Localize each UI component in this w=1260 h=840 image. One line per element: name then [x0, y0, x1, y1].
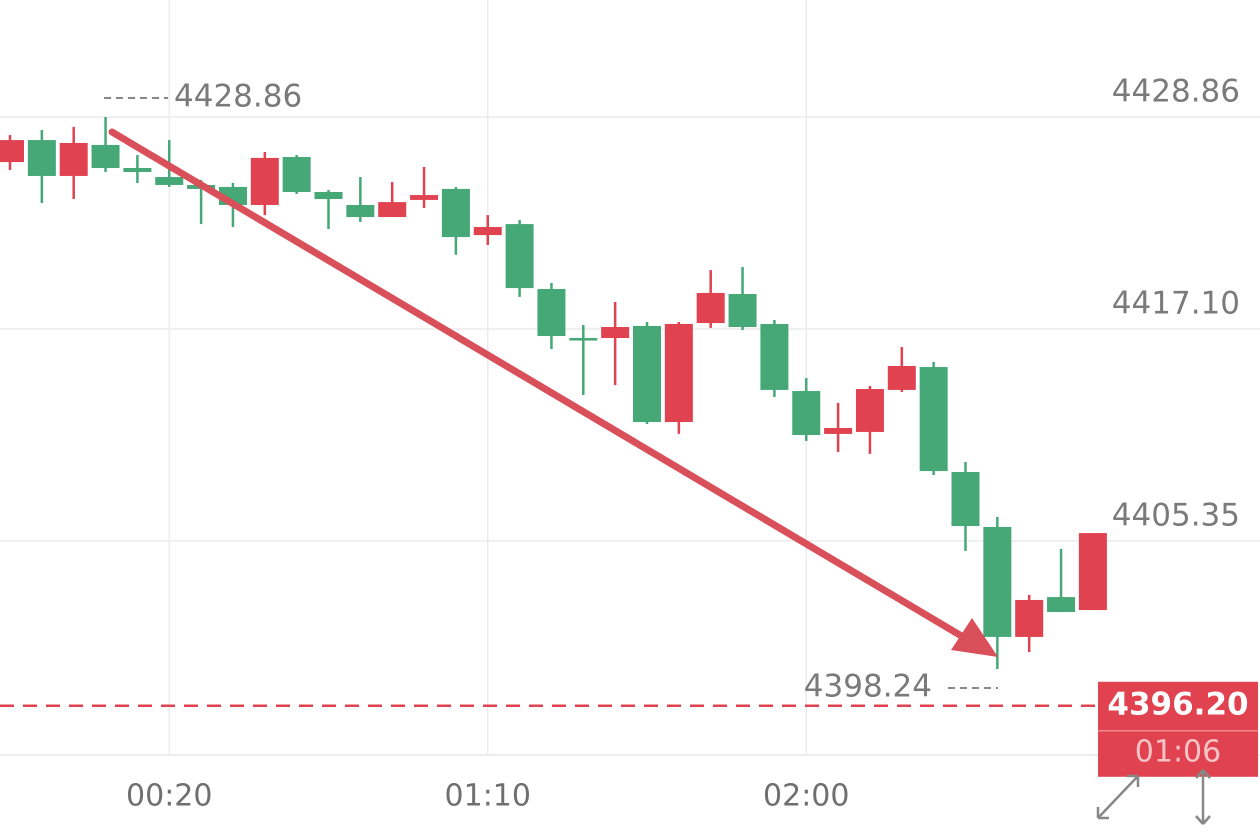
- vertical-scale-icon[interactable]: [1195, 769, 1211, 825]
- candle-body: [505, 224, 534, 289]
- candle-body: [855, 389, 884, 432]
- trend-arrow: [108, 128, 998, 657]
- overlay: 4405.35 4417.10 4428.86 00:20 01:10 02:00 4428…: [0, 73, 1258, 814]
- candle-body: [346, 204, 375, 218]
- candle-body: [951, 471, 980, 527]
- candle-body: [1015, 599, 1044, 637]
- candle-body: [919, 367, 948, 472]
- candle-body: [824, 427, 853, 434]
- candle-body: [250, 157, 279, 205]
- candle-body: [314, 191, 343, 200]
- y-tick-label: 4417.10: [1112, 286, 1240, 322]
- candle-body: [441, 188, 470, 238]
- x-tick-label: 00:20: [126, 779, 212, 814]
- candle-body: [123, 168, 152, 172]
- candle-body: [696, 292, 725, 324]
- candle-body: [1047, 597, 1076, 613]
- arrow-shaft: [108, 128, 979, 648]
- candle-body: [1078, 533, 1107, 611]
- y-tick-label: 4428.86: [1112, 73, 1240, 109]
- candle-body: [27, 140, 56, 176]
- candle-body: [760, 323, 789, 390]
- candle-body: [664, 323, 693, 423]
- x-tick-label: 02:00: [763, 779, 849, 814]
- candle-body: [887, 365, 916, 390]
- candle-body: [0, 140, 24, 163]
- candle-body: [601, 327, 630, 339]
- candle-body: [155, 177, 184, 185]
- candle-body: [91, 144, 120, 169]
- low-label: 4398.24: [804, 669, 932, 705]
- candles: [0, 116, 1107, 670]
- candle-body: [59, 142, 88, 176]
- candle-body: [410, 195, 439, 200]
- arrow-head: [951, 618, 998, 657]
- grid: [0, 0, 1260, 755]
- resize-icons: [1096, 769, 1211, 825]
- expand-icon[interactable]: [1096, 774, 1140, 820]
- last-price-tag: [1098, 681, 1258, 777]
- candle-body: [282, 157, 311, 192]
- last-price-label: 4396.20: [1107, 686, 1248, 722]
- candle-body: [569, 338, 598, 341]
- candle-body: [473, 226, 502, 236]
- x-tick-label: 01:10: [445, 779, 531, 814]
- candle-body: [792, 391, 821, 436]
- countdown: 01:06: [1135, 734, 1221, 769]
- candle-body: [983, 526, 1012, 637]
- candle-body: [537, 288, 566, 337]
- candle-body: [633, 325, 661, 423]
- candle-body: [378, 202, 407, 218]
- y-tick-label: 4405.35: [1112, 497, 1240, 533]
- candle-body: [728, 294, 757, 328]
- high-label: 4428.86: [174, 78, 302, 114]
